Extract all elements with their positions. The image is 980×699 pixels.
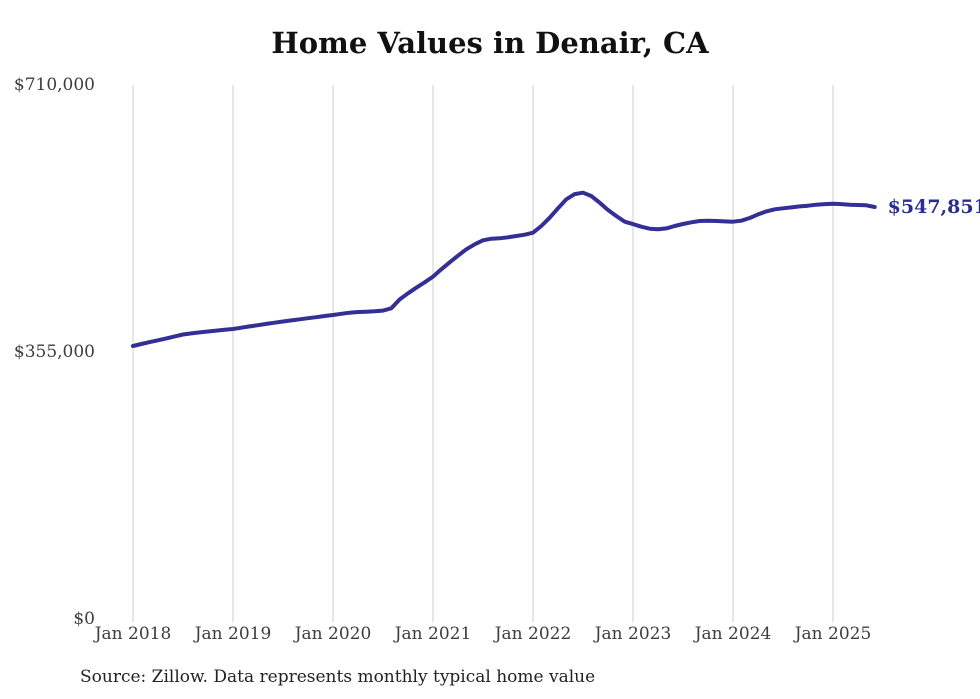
source-note: Source: Zillow. Data represents monthly …	[80, 667, 596, 687]
gridline-group	[132, 85, 834, 622]
x-axis-tick-label: Jan 2018	[94, 624, 172, 644]
y-axis-tick-label: $0	[73, 609, 95, 629]
y-axis-tick-label: $710,000	[13, 75, 95, 95]
x-axis-tick-label: Jan 2022	[494, 624, 572, 644]
x-axis-tick-label: Jan 2020	[294, 624, 372, 644]
x-axis-tick-label: Jan 2019	[194, 624, 272, 644]
chart-title: Home Values in Denair, CA	[271, 26, 709, 60]
x-axis-tick-label: Jan 2024	[694, 624, 772, 644]
home-value-line	[131, 190, 877, 348]
x-axis-tick-label: Jan 2023	[594, 624, 672, 644]
x-axis-tick-label: Jan 2025	[794, 624, 872, 644]
y-axis-tick-label: $355,000	[13, 342, 95, 362]
latest-value-label: $547,851	[887, 195, 980, 218]
x-axis-tick-label: Jan 2021	[394, 624, 472, 644]
